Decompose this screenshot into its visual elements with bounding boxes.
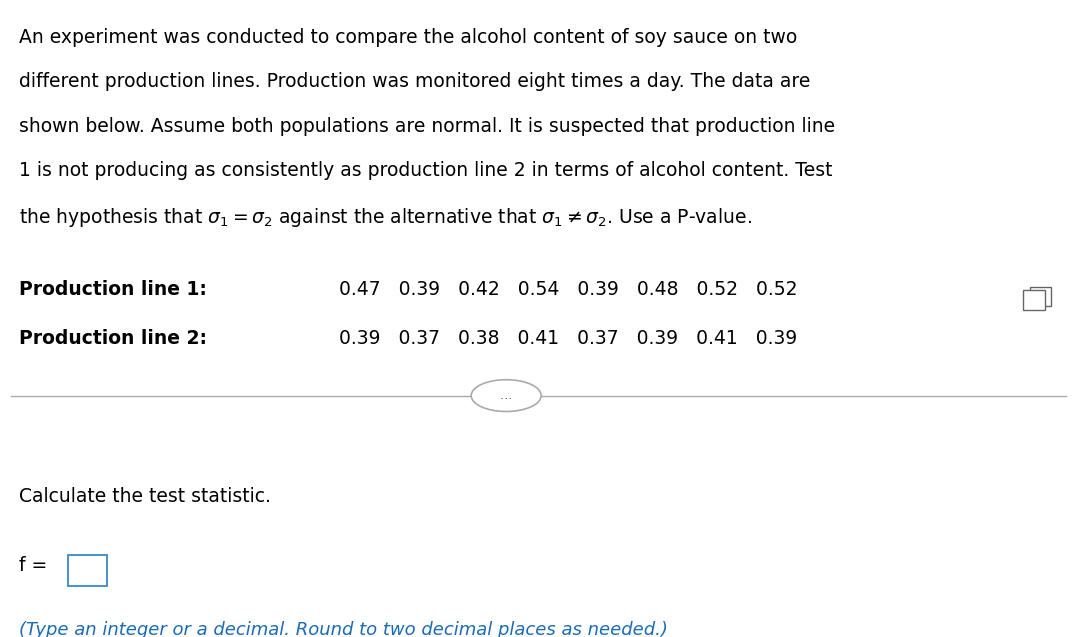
Text: …: … — [500, 389, 513, 402]
Text: f =: f = — [19, 556, 54, 575]
Ellipse shape — [472, 380, 541, 412]
FancyBboxPatch shape — [68, 555, 107, 585]
Text: 0.47   0.39   0.42   0.54   0.39   0.48   0.52   0.52: 0.47 0.39 0.42 0.54 0.39 0.48 0.52 0.52 — [339, 280, 798, 299]
Text: An experiment was conducted to compare the alcohol content of soy sauce on two: An experiment was conducted to compare t… — [19, 27, 798, 47]
Text: 1 is not producing as consistently as production line 2 in terms of alcohol cont: 1 is not producing as consistently as pr… — [19, 161, 833, 180]
Text: different production lines. Production was monitored eight times a day. The data: different production lines. Production w… — [19, 72, 811, 91]
Text: shown below. Assume both populations are normal. It is suspected that production: shown below. Assume both populations are… — [19, 117, 836, 136]
Text: Production line 1:: Production line 1: — [19, 280, 207, 299]
Text: the hypothesis that $\sigma_1 = \sigma_2$ against the alternative that $\sigma_1: the hypothesis that $\sigma_1 = \sigma_2… — [19, 206, 752, 229]
Text: 0.39   0.37   0.38   0.41   0.37   0.39   0.41   0.39: 0.39 0.37 0.38 0.41 0.37 0.39 0.41 0.39 — [339, 329, 797, 348]
Text: Calculate the test statistic.: Calculate the test statistic. — [19, 487, 271, 506]
FancyBboxPatch shape — [1030, 287, 1051, 306]
FancyBboxPatch shape — [1023, 290, 1045, 310]
Text: (Type an integer or a decimal. Round to two decimal places as needed.): (Type an integer or a decimal. Round to … — [19, 621, 668, 637]
Text: Production line 2:: Production line 2: — [19, 329, 208, 348]
